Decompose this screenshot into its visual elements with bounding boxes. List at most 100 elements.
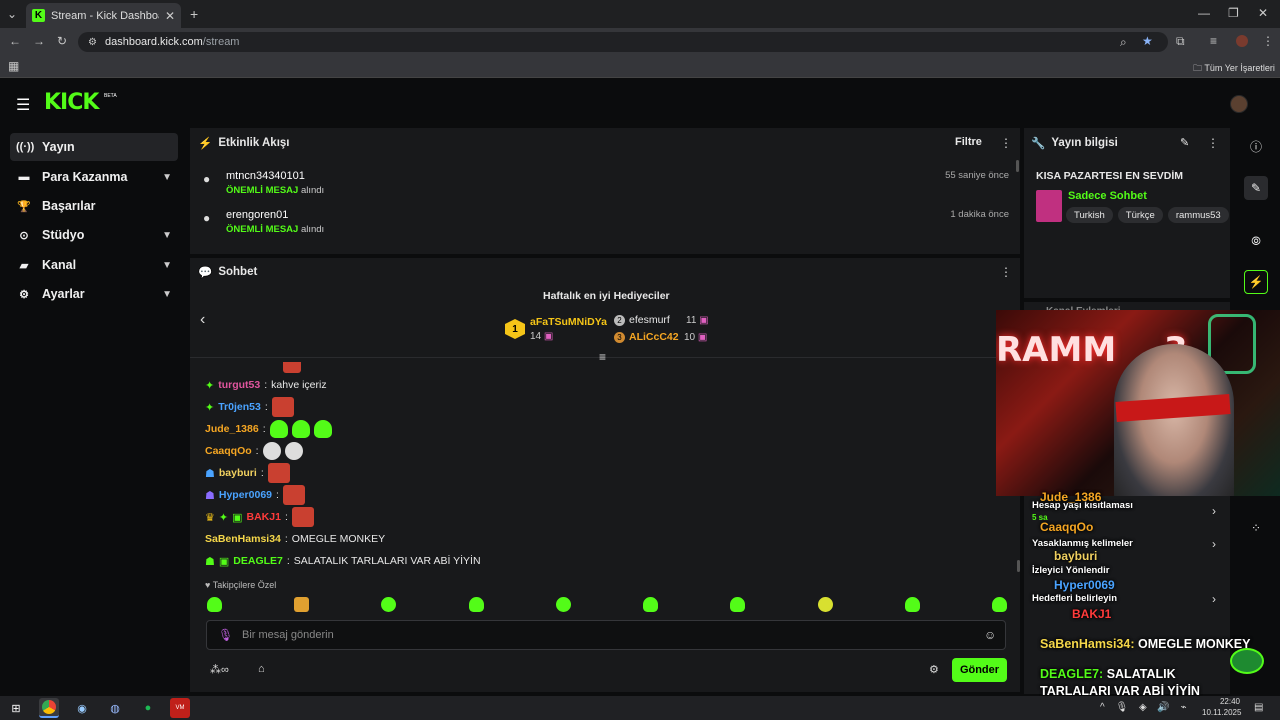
all-bookmarks[interactable]: 🗀 Tüm Yer İşaretleri — [1193, 61, 1275, 77]
chat-username[interactable]: turgut53 — [218, 379, 261, 391]
emote-button[interactable] — [555, 597, 571, 612]
sidebar-item-studyo[interactable]: ⊙ Stüdyo ▼ — [10, 221, 178, 249]
colon: : — [255, 445, 259, 457]
mic-icon[interactable]: 🎙 — [218, 628, 234, 642]
channel-icon: ▰ — [19, 259, 29, 272]
chevron-right-icon[interactable]: › — [1212, 504, 1216, 518]
edit-pencil-icon[interactable]: ✎ — [1180, 137, 1190, 149]
stream-category[interactable]: Sadece Sohbet — [1068, 190, 1147, 202]
chat-more-icon[interactable]: ⋮ — [1000, 265, 1012, 279]
media-icon[interactable]: ≡ — [1210, 34, 1218, 48]
edit-icon[interactable]: ✎ — [1244, 176, 1268, 200]
tab-search-icon[interactable]: ⌄ — [7, 7, 18, 21]
chat-input[interactable] — [206, 620, 1006, 650]
system-tray-icons[interactable]: ^ 🎙 ◈ 🔊 ⌁ — [1100, 702, 1191, 713]
hamburger-menu-icon[interactable]: ☰ — [16, 97, 31, 114]
emote-button[interactable] — [904, 597, 920, 612]
bookmark-star-icon[interactable]: ★ — [1142, 34, 1153, 48]
send-button[interactable]: Gönder — [952, 658, 1007, 682]
kick-logo[interactable]: KICK — [44, 90, 99, 115]
stream-info-more-icon[interactable]: ⋮ — [1207, 136, 1219, 150]
chat-username[interactable]: Jude_1386 — [205, 423, 259, 435]
chat-username[interactable]: Tr0jen53 — [218, 401, 261, 413]
sidebar-item-para-kazanma[interactable]: ▬ Para Kazanma ▼ — [10, 163, 178, 191]
category-thumbnail[interactable] — [1036, 190, 1062, 222]
collapse-icon[interactable]: ≡ — [599, 350, 607, 364]
extensions-icon[interactable]: ⧉ — [1176, 34, 1185, 48]
store-icon[interactable]: ⌂ — [258, 663, 265, 675]
gifter-name[interactable]: efesmurf — [629, 314, 670, 326]
gifter-name[interactable]: ALiCcC42 — [629, 331, 679, 343]
filter-button[interactable]: Filtre — [955, 136, 982, 148]
obs-taskbar-icon[interactable]: ◉ — [77, 702, 87, 715]
overlay-chat-message: SaBenHamsi34: OMEGLE MONKEY — [1040, 637, 1251, 651]
activity-event: ● mtncn34340101 ÖNEMLİ MESAJ alındı 55 s… — [200, 168, 1015, 204]
chat-username[interactable]: BAKJ1 — [246, 511, 281, 523]
site-info-icon[interactable]: ⚙ — [88, 36, 97, 48]
chevron-left-icon[interactable]: ‹ — [200, 311, 206, 328]
tag-chip[interactable]: rammus53 — [1167, 207, 1229, 223]
voicemeeter-taskbar-icon[interactable]: VM — [170, 698, 190, 718]
chat-scrollbar[interactable] — [1017, 560, 1020, 572]
minimize-icon[interactable]: — — [1198, 6, 1210, 20]
drag-handle-icon[interactable]: ⁘ — [1250, 521, 1262, 535]
chat-settings-icon[interactable]: ⚙ — [929, 664, 939, 676]
clipped-message — [205, 362, 305, 374]
user-avatar[interactable] — [1230, 95, 1248, 113]
sidebar-item-yayin[interactable]: ((·)) Yayın — [10, 133, 178, 161]
kicks-infinity-icon[interactable]: ⁂∞ — [210, 664, 229, 676]
emote-button[interactable] — [207, 597, 222, 612]
reload-icon[interactable]: ↻ — [57, 34, 68, 48]
spotify-taskbar-icon[interactable]: ● — [144, 702, 152, 714]
quick-actions-icon[interactable]: ⚡ — [1244, 270, 1268, 294]
info-icon[interactable]: ⓘ — [1249, 139, 1262, 154]
back-icon[interactable]: ← — [9, 34, 21, 48]
tag-chip[interactable]: Türkçe — [1117, 207, 1163, 223]
emote-button[interactable] — [991, 597, 1007, 612]
chat-username[interactable]: bayburi — [218, 467, 257, 479]
forward-icon[interactable]: → — [33, 34, 45, 48]
discord-taskbar-icon[interactable]: ◍ — [110, 702, 120, 715]
notifications-icon[interactable]: ▤ — [1254, 702, 1264, 713]
close-window-icon[interactable]: ✕ — [1258, 6, 1269, 20]
chat-message: ✦ Tr0jen53: — [205, 397, 294, 417]
emoji-icon[interactable]: ☺ — [984, 628, 997, 642]
event-user[interactable]: erengoren01 — [226, 209, 289, 221]
tag-chip[interactable]: Turkish — [1066, 207, 1113, 223]
camera-focus-icon[interactable]: ⦾ — [1251, 233, 1261, 248]
event-user[interactable]: mtncn34340101 — [226, 170, 305, 182]
gifter-name[interactable]: aFaTSuMNiDYa — [530, 316, 608, 328]
new-tab-button[interactable]: + — [190, 6, 199, 22]
activity-scrollbar[interactable] — [1016, 160, 1019, 172]
sidebar-item-ayarlar[interactable]: ⚙ Ayarlar ▼ — [10, 280, 178, 308]
chrome-menu-icon[interactable]: ⋮ — [1262, 34, 1274, 48]
emote-button[interactable] — [294, 597, 310, 612]
emote-button[interactable] — [730, 597, 746, 612]
url-input[interactable]: ⚙ dashboard.kick.com/stream — [78, 32, 1168, 52]
emote-button[interactable] — [643, 597, 659, 612]
profile-avatar[interactable] — [1236, 35, 1248, 47]
emote-button[interactable] — [381, 597, 397, 612]
zoom-icon[interactable]: ⌕ — [1120, 35, 1127, 49]
chevron-right-icon[interactable]: › — [1212, 592, 1216, 606]
close-tab-icon[interactable]: ✕ — [164, 8, 175, 23]
chevron-right-icon[interactable]: › — [1212, 537, 1216, 551]
chat-username[interactable]: DEAGLE7 — [233, 555, 283, 567]
sidebar-item-basarilar[interactable]: 🏆 Başarılar — [10, 192, 178, 220]
restore-icon[interactable]: ❐ — [1228, 6, 1239, 20]
neon-sign-text: RAMM — [996, 330, 1117, 370]
overlay-menu-item: İzleyici Yönlendir — [1032, 565, 1110, 576]
chat-username[interactable]: CaaqqOo — [205, 445, 252, 457]
sidebar-item-kanal[interactable]: ▰ Kanal ▼ — [10, 251, 178, 279]
chat-username[interactable]: Hyper0069 — [218, 489, 272, 501]
chat-header: 💬 Sohbet — [198, 265, 257, 279]
windows-start-icon[interactable]: ⊞ — [11, 702, 21, 715]
overlay-small-time: 5 sa — [1032, 513, 1048, 522]
chat-username[interactable]: SaBenHamsi34 — [205, 533, 281, 545]
emote-button[interactable] — [468, 597, 484, 612]
apps-grid-icon[interactable]: ▦ — [8, 59, 20, 73]
browser-tab[interactable]: K Stream - Kick Dashboard ✕ — [26, 3, 181, 28]
activity-more-icon[interactable]: ⋮ — [1000, 136, 1012, 150]
chrome-taskbar-icon[interactable] — [39, 698, 59, 718]
emote-button[interactable] — [817, 597, 833, 612]
